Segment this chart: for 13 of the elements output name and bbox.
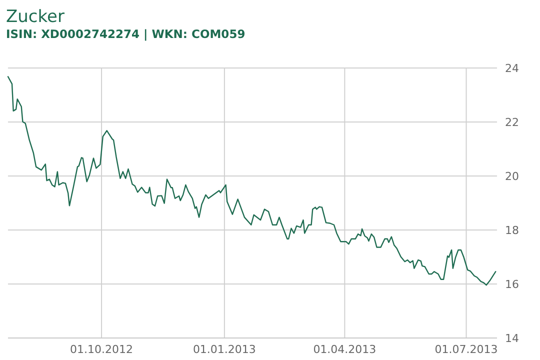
y-tick-label: 16 [505, 278, 519, 291]
x-tick-label: 01.07.2013 [434, 343, 498, 356]
x-tick-label: 01.01.2013 [192, 343, 256, 356]
y-tick-label: 22 [505, 116, 519, 129]
y-tick-label: 24 [505, 62, 519, 75]
chart-subtitle: ISIN: XD0002742274 | WKN: COM059 [6, 27, 246, 41]
x-tick-label: 01.10.2012 [70, 343, 134, 356]
y-tick-label: 18 [505, 224, 519, 237]
x-tick-label: 01.04.2013 [313, 343, 376, 356]
line-series [7, 76, 496, 286]
chart-title: Zucker [6, 7, 64, 27]
y-tick-label: 20 [505, 170, 519, 183]
y-tick-label: 14 [505, 332, 519, 345]
